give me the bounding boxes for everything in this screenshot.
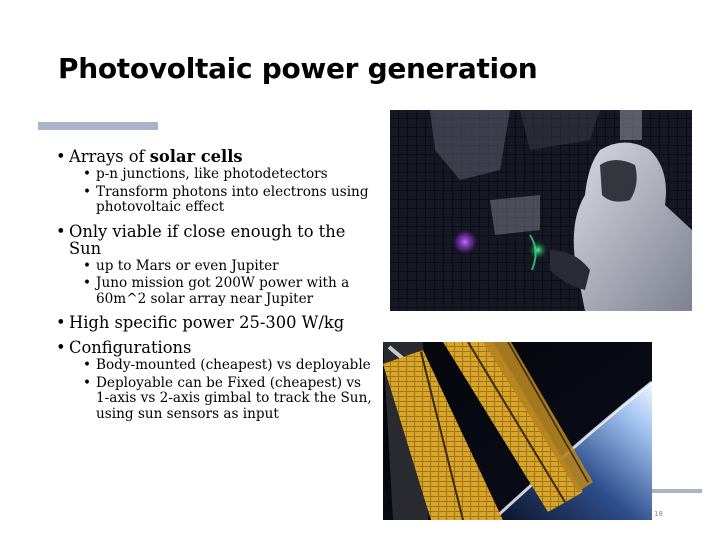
cleanroom-solar-panel-photo bbox=[390, 110, 692, 311]
orbit-solar-array-photo bbox=[383, 342, 652, 520]
footer-accent-bar bbox=[652, 489, 702, 493]
bullet-text: Arrays of bbox=[69, 147, 150, 166]
bullet-solar-cells: Arrays of solar cells bbox=[54, 148, 374, 165]
sub-bullet-body-mounted: Body-mounted (cheapest) vs deployable bbox=[83, 357, 374, 374]
sub-bullet-pn-junctions: p-n junctions, like photodetectors bbox=[83, 166, 374, 183]
page-number: 18 bbox=[654, 510, 663, 518]
bullet-specific-power: High specific power 25-300 W/kg bbox=[54, 314, 374, 331]
slide-title: Photovoltaic power generation bbox=[58, 52, 538, 85]
bullet-configurations: Configurations bbox=[54, 339, 374, 356]
bullet-list: Arrays of solar cells p-n junctions, lik… bbox=[54, 144, 374, 422]
sub-bullet-mars-jupiter: up to Mars or even Jupiter bbox=[83, 258, 374, 275]
sub-bullet-deployable: Deployable can be Fixed (cheapest) vs 1-… bbox=[83, 375, 374, 423]
sub-bullet-transform-photons: Transform photons into electrons using p… bbox=[83, 184, 374, 216]
bullet-viable-near-sun: Only viable if close enough to the Sun bbox=[54, 223, 374, 257]
bullet-bold-text: solar cells bbox=[149, 147, 243, 166]
title-accent-bar bbox=[38, 122, 158, 130]
sub-bullet-juno-mission: Juno mission got 200W power with a 60m^2… bbox=[83, 275, 374, 307]
